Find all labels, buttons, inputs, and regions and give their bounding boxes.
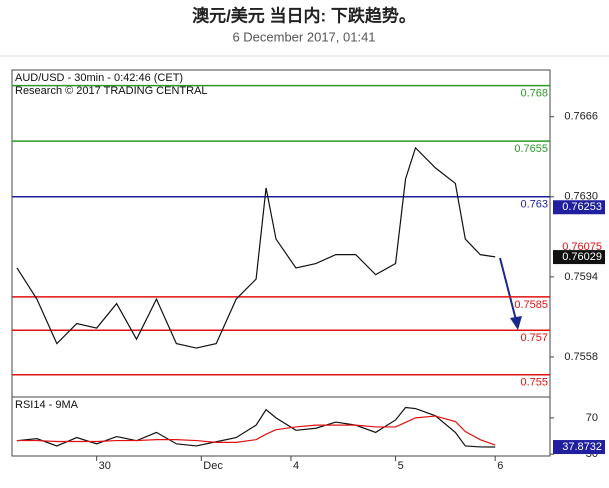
price-tag: 0.76075 bbox=[562, 241, 602, 253]
level-label: 0.757 bbox=[520, 332, 548, 344]
rsi-label: RSI14 - 9MA bbox=[15, 399, 79, 411]
x-tick-label: 6 bbox=[497, 460, 503, 472]
level-label: 0.755 bbox=[520, 377, 548, 389]
level-label: 0.7585 bbox=[514, 299, 548, 311]
y-tick-label: 70 bbox=[586, 412, 598, 424]
header-text: Research © 2017 TRADING CENTRAL bbox=[15, 85, 208, 97]
y-tick-label: 0.7630 bbox=[564, 191, 598, 203]
price-line bbox=[16, 146, 496, 349]
price-tag-box bbox=[553, 440, 605, 455]
price-tag: 0.76253 bbox=[562, 201, 602, 213]
forecast-arrow bbox=[499, 257, 522, 330]
x-tick-label: Dec bbox=[203, 460, 223, 472]
level-label: 0.7655 bbox=[514, 143, 548, 155]
price-tag: 37.8732 bbox=[562, 441, 602, 453]
x-tick-label: 30 bbox=[99, 460, 111, 472]
y-tick-label: 0.7558 bbox=[564, 351, 598, 363]
y-tick-label: 0.7666 bbox=[564, 111, 598, 123]
chart-title: 澳元/美元 当日内: 下跌趋势。 bbox=[192, 5, 416, 25]
price-tag-box bbox=[553, 200, 605, 215]
x-tick-label: 4 bbox=[293, 460, 299, 472]
chart-subtitle: 6 December 2017, 01:41 bbox=[232, 29, 375, 44]
rsi-frame bbox=[11, 396, 551, 457]
y-tick-label: 0.7594 bbox=[564, 271, 598, 283]
price-line bbox=[16, 406, 496, 448]
main-frame bbox=[11, 69, 551, 398]
price-tag-box bbox=[553, 250, 605, 265]
header-text: AUD/USD - 30min - 0:42:46 (CET) bbox=[15, 72, 183, 84]
price-tag: 0.76029 bbox=[562, 251, 602, 263]
price-line bbox=[16, 415, 496, 446]
x-tick-label: 5 bbox=[398, 460, 404, 472]
level-label: 0.763 bbox=[520, 199, 548, 211]
level-label: 0.768 bbox=[520, 87, 548, 99]
